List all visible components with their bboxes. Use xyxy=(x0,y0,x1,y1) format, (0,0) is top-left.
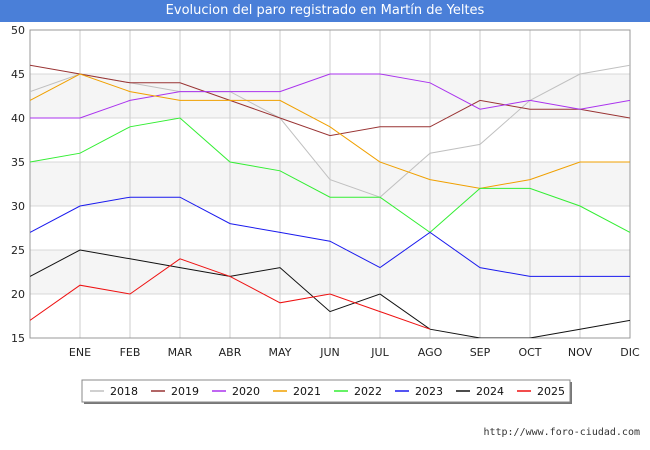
x-tick-label: ABR xyxy=(219,346,242,359)
source-credit: http://www.foro-ciudad.com xyxy=(483,427,640,438)
x-tick-label: DIC xyxy=(620,346,640,359)
y-tick-label: 15 xyxy=(11,332,25,345)
legend-label-2018: 2018 xyxy=(110,385,138,398)
y-tick-label: 35 xyxy=(11,156,25,169)
legend-label-2023: 2023 xyxy=(415,385,443,398)
legend-label-2020: 2020 xyxy=(232,385,260,398)
series-line-2024 xyxy=(30,249,630,338)
y-tick-label: 20 xyxy=(11,288,25,301)
x-tick-label: FEB xyxy=(120,346,141,359)
x-tick-label: MAY xyxy=(269,346,292,359)
series-line-2025 xyxy=(30,258,431,330)
x-tick-label: ENE xyxy=(69,346,91,359)
x-tick-label: JUN xyxy=(319,346,340,359)
series-line-2019 xyxy=(30,64,630,137)
series-line-2022 xyxy=(30,117,630,234)
plot-border xyxy=(29,29,631,339)
series-line-2023 xyxy=(30,196,630,277)
legend-label-2022: 2022 xyxy=(354,385,382,398)
x-tick-label: JUL xyxy=(370,346,389,359)
y-tick-label: 50 xyxy=(11,24,25,37)
chart-title: Evolucion del paro registrado en Martín … xyxy=(0,0,650,22)
x-tick-label: AGO xyxy=(418,346,443,359)
y-tick-label: 45 xyxy=(11,68,25,81)
legend-label-2025: 2025 xyxy=(537,385,565,398)
legend-label-2024: 2024 xyxy=(476,385,504,398)
y-tick-label: 25 xyxy=(11,244,25,257)
legend-box xyxy=(81,379,571,403)
legend-label-2021: 2021 xyxy=(293,385,321,398)
series-line-2021 xyxy=(30,73,630,189)
y-tick-label: 30 xyxy=(11,200,25,213)
x-tick-label: OCT xyxy=(518,346,541,359)
series-line-2020 xyxy=(30,73,630,119)
x-tick-label: NOV xyxy=(568,346,593,359)
x-tick-label: SEP xyxy=(470,346,491,359)
x-tick-label: MAR xyxy=(168,346,193,359)
legend-label-2019: 2019 xyxy=(171,385,199,398)
y-tick-label: 40 xyxy=(11,112,25,125)
